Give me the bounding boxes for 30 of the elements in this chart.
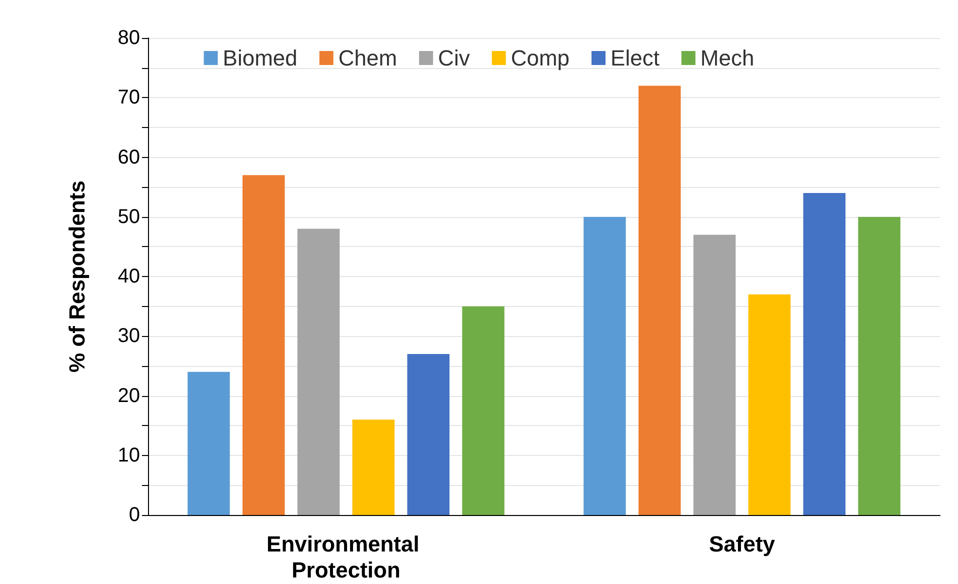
legend-label: Elect xyxy=(610,46,660,70)
y-tick-label: 30 xyxy=(118,325,140,348)
legend-label: Civ xyxy=(438,46,470,70)
y-tick-label: 0 xyxy=(128,504,140,526)
bar xyxy=(803,193,846,515)
bar xyxy=(242,175,285,515)
bar xyxy=(693,234,736,515)
legend-label: Mech xyxy=(700,46,754,70)
y-tick-label: 20 xyxy=(118,384,140,407)
y-tick-label: 10 xyxy=(118,444,140,466)
y-tick-label: 80 xyxy=(118,27,140,49)
bar xyxy=(352,420,395,515)
bar xyxy=(297,228,340,515)
bar xyxy=(462,306,504,515)
x-tick-label: Safety xyxy=(708,532,776,556)
legend-label: Chem xyxy=(338,46,398,70)
y-tick-label: 70 xyxy=(118,86,140,109)
y-tick-label: 60 xyxy=(118,146,140,168)
y-tick-label: 50 xyxy=(118,206,140,228)
x-tick-label: Environmental Protection xyxy=(266,532,426,582)
bar xyxy=(858,216,900,515)
bar xyxy=(638,86,681,515)
bar xyxy=(407,354,450,515)
y-axis-title: % of Respondents xyxy=(64,180,90,372)
legend-label: Biomed xyxy=(222,46,298,70)
bar xyxy=(748,294,791,515)
bar xyxy=(188,372,230,515)
y-tick-label: 40 xyxy=(118,266,140,288)
bar xyxy=(584,216,626,515)
legend-label: Comp xyxy=(510,46,570,70)
